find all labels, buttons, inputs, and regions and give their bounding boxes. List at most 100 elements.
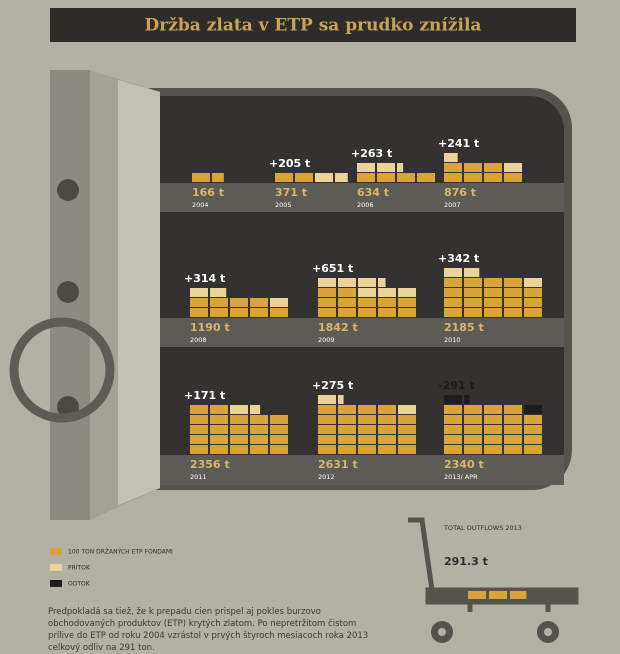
gold-bar <box>250 405 261 414</box>
gold-bar <box>444 173 462 182</box>
gold-bar <box>444 395 462 404</box>
gold-bar <box>190 298 208 307</box>
gold-bar <box>398 415 416 424</box>
gold-bar <box>444 308 462 317</box>
gold-bar <box>464 405 482 414</box>
gold-bar <box>504 308 522 317</box>
gold-bar <box>210 435 228 444</box>
gold-bar <box>398 405 416 414</box>
gold-bar <box>524 298 542 307</box>
gold-bar <box>504 278 522 287</box>
gold-bar <box>444 298 462 307</box>
legend-label: ODTOK <box>68 581 91 588</box>
gold-bar <box>358 405 376 414</box>
gold-bar <box>464 415 482 424</box>
gold-bar <box>358 445 376 454</box>
gold-bar <box>190 425 208 434</box>
gold-bar <box>398 298 416 307</box>
gold-bar <box>358 425 376 434</box>
value-label: 2340 t <box>444 458 484 471</box>
gold-bar <box>378 415 396 424</box>
gold-bar <box>250 425 268 434</box>
gold-bar <box>270 308 288 317</box>
gold-bar <box>190 415 208 424</box>
gold-bar <box>230 308 248 317</box>
shelf <box>150 318 564 347</box>
outflow-title: TOTAL OUTFLOWS 2013 <box>443 524 522 532</box>
gold-bar <box>192 173 210 182</box>
gold-bar <box>398 288 416 297</box>
gold-bar <box>318 445 336 454</box>
gold-bar <box>318 298 336 307</box>
gold-bar <box>444 163 462 172</box>
gold-bar <box>357 173 375 182</box>
gold-bar <box>397 163 404 172</box>
change-label: +651 t <box>312 262 353 275</box>
value-label: 876 t <box>444 186 476 199</box>
year-label: 2008 <box>190 336 207 344</box>
year-label: 2011 <box>190 473 207 481</box>
legend-label: 100 TON DRŽANÝCH ETP FONDAMI <box>68 548 173 556</box>
year-label: 2013/ APR <box>444 473 478 481</box>
gold-bar <box>484 298 502 307</box>
gold-bar <box>230 445 248 454</box>
door-bolt <box>57 179 79 201</box>
gold-bar <box>318 435 336 444</box>
title-bar <box>50 8 576 42</box>
gold-bar <box>358 308 376 317</box>
gold-bar <box>318 425 336 434</box>
gold-bar <box>378 278 386 287</box>
gold-bar <box>378 405 396 414</box>
gold-bar <box>338 445 356 454</box>
gold-bar <box>524 445 542 454</box>
gold-bar <box>338 298 356 307</box>
gold-bar <box>484 415 502 424</box>
gold-bar <box>524 288 542 297</box>
gold-bar <box>444 425 462 434</box>
gold-bar <box>318 395 336 404</box>
gold-bar <box>250 435 268 444</box>
gold-bar <box>504 288 522 297</box>
gold-bar <box>484 445 502 454</box>
gold-bar <box>397 173 415 182</box>
gold-bar <box>398 425 416 434</box>
gold-bar <box>444 435 462 444</box>
gold-bar <box>338 288 356 297</box>
gold-bar <box>484 425 502 434</box>
year-label: 2006 <box>357 201 374 209</box>
gold-bar <box>357 163 375 172</box>
gold-bar <box>318 278 336 287</box>
gold-bar <box>378 445 396 454</box>
gold-bar <box>190 435 208 444</box>
gold-bar <box>524 278 542 287</box>
value-label: 371 t <box>275 186 307 199</box>
gold-bar <box>230 298 248 307</box>
shelf <box>150 183 564 212</box>
legend-swatch <box>50 580 62 587</box>
gold-bar <box>210 308 228 317</box>
gold-bar <box>464 173 482 182</box>
gold-bar <box>210 425 228 434</box>
gold-bar <box>338 425 356 434</box>
gold-bar <box>464 308 482 317</box>
gold-bar <box>417 173 435 182</box>
gold-bar <box>318 308 336 317</box>
gold-bar <box>464 268 480 277</box>
gold-bar <box>210 405 228 414</box>
change-label: +205 t <box>269 157 310 170</box>
legend-swatch <box>50 548 62 555</box>
gold-bar <box>504 425 522 434</box>
change-label: +275 t <box>312 379 353 392</box>
gold-bar <box>190 308 208 317</box>
door-bolt <box>57 281 79 303</box>
cart-bar <box>489 591 507 599</box>
gold-bar <box>358 298 376 307</box>
gold-bar <box>444 278 462 287</box>
gold-bar <box>484 278 502 287</box>
gold-bar <box>190 288 208 297</box>
value-label: 634 t <box>357 186 389 199</box>
gold-bar <box>524 435 542 444</box>
gold-bar <box>377 163 395 172</box>
